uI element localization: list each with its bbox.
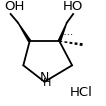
- Text: N: N: [40, 71, 49, 84]
- Polygon shape: [18, 23, 31, 42]
- Text: OH: OH: [4, 0, 25, 13]
- Text: HCl: HCl: [70, 86, 93, 99]
- Text: HO: HO: [63, 0, 83, 13]
- Polygon shape: [58, 23, 67, 42]
- Text: ····: ····: [61, 30, 74, 40]
- Text: H: H: [43, 78, 51, 88]
